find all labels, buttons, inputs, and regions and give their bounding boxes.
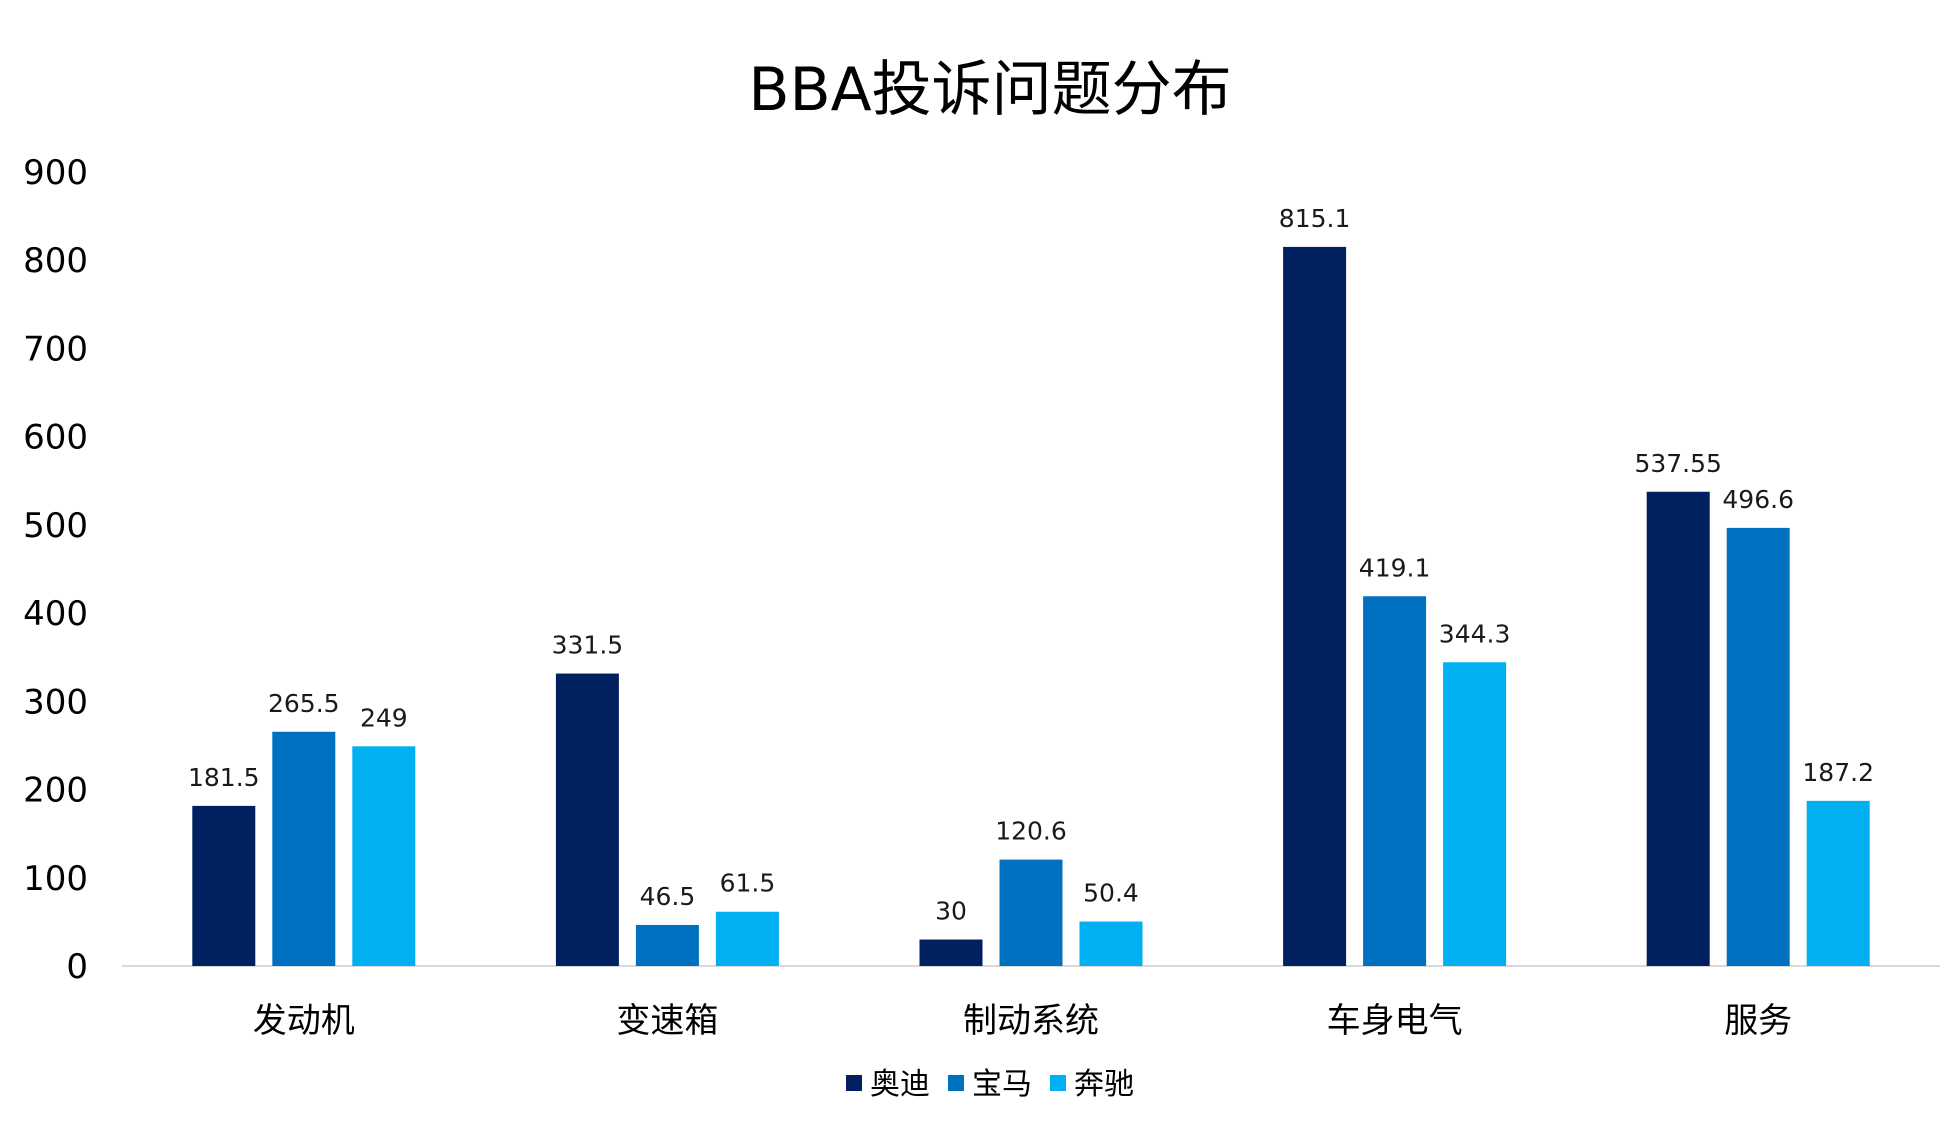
x-tick-label: 制动系统	[963, 1001, 1099, 1041]
x-tick-label: 发动机	[253, 1001, 355, 1041]
y-tick-label: 900	[23, 153, 88, 193]
bar-3-3	[1079, 921, 1143, 966]
y-tick-label: 700	[23, 329, 88, 369]
bar-2-3	[999, 859, 1063, 966]
bar-3-5	[1806, 800, 1870, 966]
bar-2-2	[635, 924, 699, 966]
bar-3-1	[352, 746, 416, 966]
data-label: 50.4	[1083, 879, 1139, 908]
bar-3-2	[715, 911, 779, 966]
x-axis: 发动机 变速箱 制动系统 车身电气 服务	[253, 1001, 1792, 1041]
y-tick-label: 200	[23, 771, 88, 811]
data-label: 61.5	[720, 869, 776, 898]
y-tick-label: 100	[23, 859, 88, 899]
data-label: 496.6	[1722, 485, 1794, 514]
bar-1-1	[192, 805, 256, 966]
legend-swatch	[948, 1075, 964, 1091]
x-tick-label: 服务	[1724, 1001, 1792, 1041]
bar-1-2	[555, 673, 619, 966]
data-label: 181.5	[188, 763, 260, 792]
chart-title: BBA投诉问题分布	[748, 55, 1231, 125]
data-label: 265.5	[268, 689, 340, 718]
data-labels: 181.5 265.5 249 331.5 46.5 61.5 30 120.6 50.4 815…	[188, 204, 1874, 926]
legend-label: 宝马	[972, 1067, 1032, 1102]
bar-1-4	[1283, 246, 1347, 967]
x-tick-label: 车身电气	[1327, 1001, 1463, 1041]
bar-1-5	[1646, 491, 1710, 966]
data-label: 815.1	[1279, 204, 1351, 233]
data-label: 331.5	[552, 631, 624, 660]
legend: 奥迪 宝马 奔驰	[846, 1067, 1134, 1102]
y-tick-label: 300	[23, 682, 88, 722]
legend-swatch	[1050, 1075, 1066, 1091]
bar-1-3	[919, 939, 983, 966]
y-tick-label: 0	[66, 947, 88, 987]
data-label: 344.3	[1439, 619, 1511, 648]
legend-label: 奔驰	[1074, 1067, 1134, 1102]
bars	[192, 246, 1870, 967]
data-label: 187.2	[1802, 758, 1874, 787]
y-axis: 0 100 200 300 400 500 600 700 800 900	[23, 153, 88, 987]
y-tick-label: 800	[23, 241, 88, 281]
data-label: 46.5	[640, 882, 696, 911]
x-tick-label: 变速箱	[616, 1001, 718, 1041]
data-label: 30	[935, 897, 967, 926]
data-label: 419.1	[1359, 553, 1431, 582]
data-label: 120.6	[995, 817, 1067, 846]
legend-label: 奥迪	[870, 1067, 930, 1102]
y-tick-label: 400	[23, 594, 88, 634]
data-label: 537.55	[1634, 449, 1721, 478]
bar-2-5	[1726, 527, 1790, 966]
data-label: 249	[360, 703, 408, 732]
bar-2-4	[1363, 596, 1427, 966]
y-tick-label: 600	[23, 418, 88, 458]
bar-3-4	[1443, 662, 1507, 966]
bar-2-1	[272, 731, 336, 966]
legend-swatch	[846, 1075, 862, 1091]
y-tick-label: 500	[23, 506, 88, 546]
